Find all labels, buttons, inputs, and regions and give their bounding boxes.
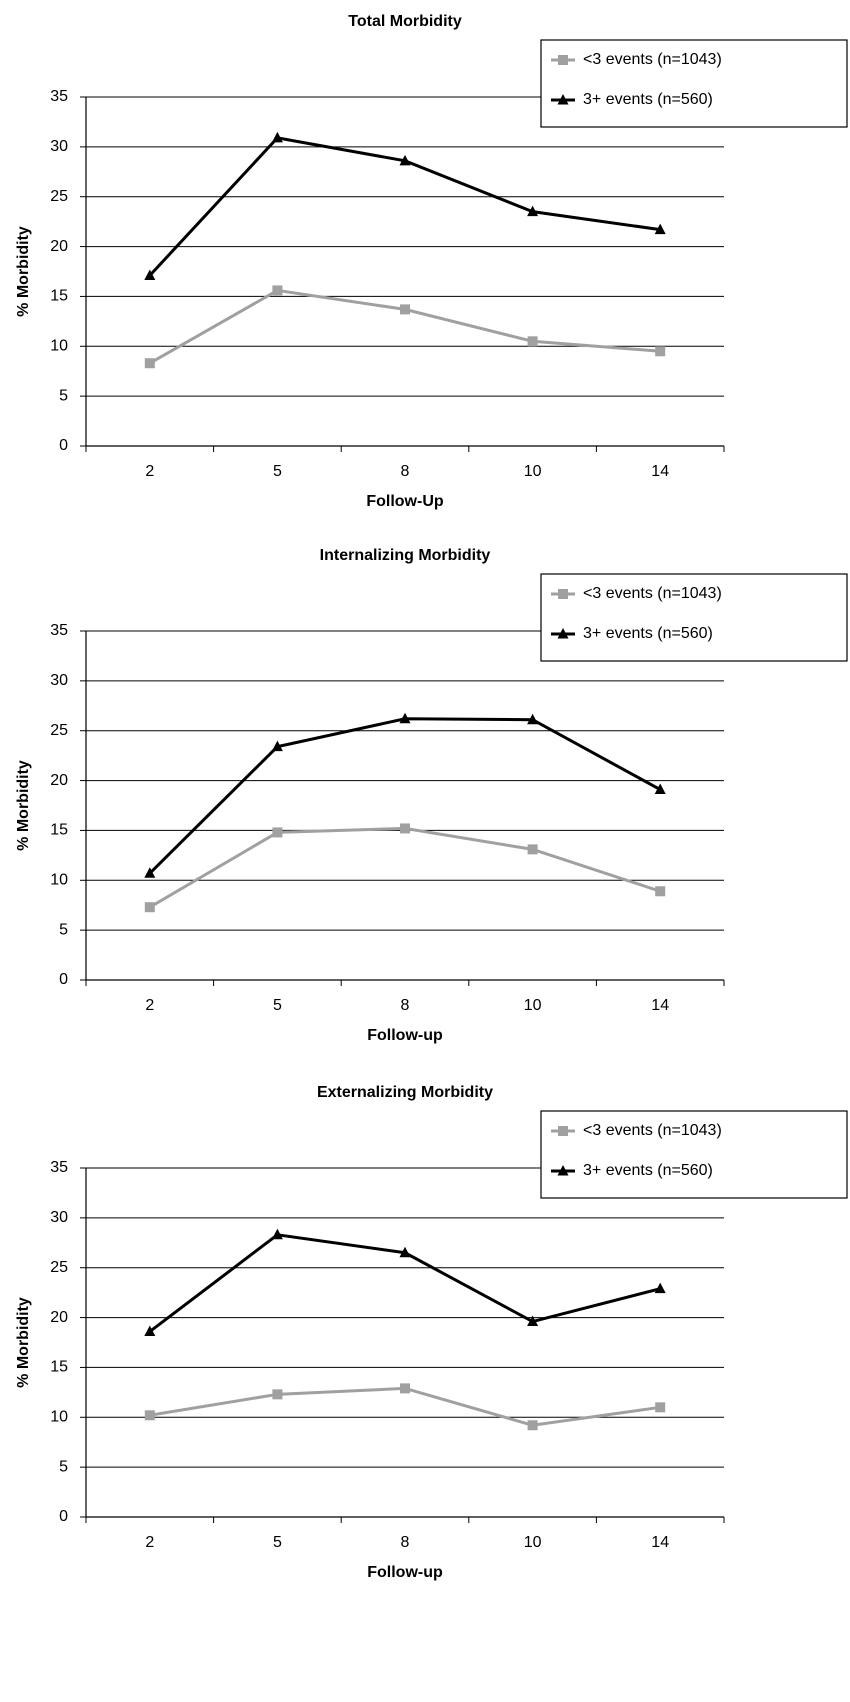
data-point [527, 205, 539, 217]
y-tick-label: 20 [50, 1309, 68, 1326]
y-tick-label: 30 [50, 138, 68, 155]
y-tick-label: 0 [59, 1508, 68, 1525]
y-tick-label: 25 [50, 188, 68, 205]
x-axis-label: Follow-up [367, 1564, 443, 1581]
y-axis-label: % Morbidity [15, 1297, 32, 1388]
data-point [654, 1282, 666, 1294]
y-tick-label: 0 [59, 437, 68, 454]
data-point [399, 712, 411, 724]
x-tick-label: 14 [651, 463, 669, 480]
legend-marker [557, 94, 569, 105]
legend-marker [558, 1126, 568, 1136]
y-tick-label: 10 [50, 872, 68, 889]
data-point [527, 713, 539, 725]
legend-box [540, 39, 848, 128]
series-line [148, 717, 661, 875]
y-tick-label: 5 [59, 1458, 68, 1475]
legend-box [540, 1110, 848, 1199]
series-line [149, 288, 661, 365]
data-point [271, 1228, 283, 1240]
data-point [527, 336, 538, 347]
y-tick-label: 30 [50, 1209, 68, 1226]
series-line [149, 1386, 661, 1427]
data-point [399, 1246, 411, 1258]
y-tick-label: 35 [50, 622, 68, 639]
data-point [527, 1315, 539, 1327]
x-tick-label: 14 [651, 997, 669, 1014]
legend-marker [558, 55, 568, 65]
y-tick-label: 35 [50, 1159, 68, 1176]
x-axis-label: Follow-up [367, 1027, 443, 1044]
legend-label: <3 events (n=1043) [583, 1122, 722, 1139]
data-point [272, 285, 283, 296]
y-tick-label: 0 [59, 971, 68, 988]
data-point [654, 223, 666, 235]
data-point [400, 823, 410, 834]
x-tick-label: 10 [524, 463, 542, 480]
x-tick-label: 10 [524, 997, 542, 1014]
x-tick-label: 2 [145, 1534, 154, 1551]
chart-title: Internalizing Morbidity [320, 547, 491, 564]
data-point [144, 867, 156, 878]
data-point [527, 1420, 538, 1431]
chart-title: Externalizing Morbidity [317, 1084, 493, 1101]
data-point [272, 1389, 283, 1400]
data-point [400, 1383, 410, 1394]
data-point [655, 1402, 666, 1413]
data-point [654, 783, 666, 795]
y-tick-label: 10 [50, 1409, 68, 1426]
data-point [272, 827, 283, 838]
data-point [144, 1410, 155, 1421]
y-tick-label: 15 [50, 288, 68, 305]
data-point [144, 902, 155, 913]
x-tick-label: 10 [524, 1534, 542, 1551]
y-tick-label: 35 [50, 88, 68, 105]
y-tick-label: 10 [50, 338, 68, 355]
y-tick-label: 30 [50, 672, 68, 689]
legend-label: <3 events (n=1043) [583, 585, 722, 602]
x-tick-label: 8 [401, 463, 410, 480]
y-tick-label: 20 [50, 772, 68, 789]
legend-marker [558, 589, 568, 599]
data-point [527, 844, 538, 855]
x-tick-label: 8 [401, 1534, 410, 1551]
legend-label: 3+ events (n=560) [583, 1162, 713, 1179]
y-tick-label: 25 [50, 1259, 68, 1276]
legend-box [540, 573, 848, 662]
data-point [655, 346, 666, 357]
y-tick-label: 5 [59, 387, 68, 404]
y-tick-label: 20 [50, 238, 68, 255]
data-point [399, 154, 411, 166]
x-tick-label: 5 [273, 1534, 282, 1551]
legend-marker [557, 628, 569, 639]
data-point [144, 1325, 156, 1337]
x-tick-label: 5 [273, 997, 282, 1014]
data-point [144, 269, 156, 280]
series-line [149, 826, 661, 909]
legend-label: 3+ events (n=560) [583, 625, 713, 642]
y-tick-label: 25 [50, 722, 68, 739]
x-tick-label: 2 [145, 997, 154, 1014]
data-point [144, 358, 155, 369]
legend-label: <3 events (n=1043) [583, 51, 722, 68]
y-tick-label: 15 [50, 822, 68, 839]
x-tick-label: 14 [651, 1534, 669, 1551]
legend-marker [557, 1165, 569, 1176]
x-tick-label: 2 [145, 463, 154, 480]
y-axis-label: % Morbidity [15, 226, 32, 317]
data-point [400, 304, 410, 315]
x-tick-label: 8 [401, 997, 410, 1014]
y-tick-label: 15 [50, 1359, 68, 1376]
legend-label: 3+ events (n=560) [583, 91, 713, 108]
y-tick-label: 5 [59, 921, 68, 938]
data-point [271, 740, 283, 752]
y-axis-label: % Morbidity [15, 760, 32, 851]
data-point [271, 131, 283, 143]
x-tick-label: 5 [273, 463, 282, 480]
data-point [655, 886, 666, 897]
x-axis-label: Follow-Up [366, 493, 444, 510]
chart-title: Total Morbidity [348, 13, 462, 30]
